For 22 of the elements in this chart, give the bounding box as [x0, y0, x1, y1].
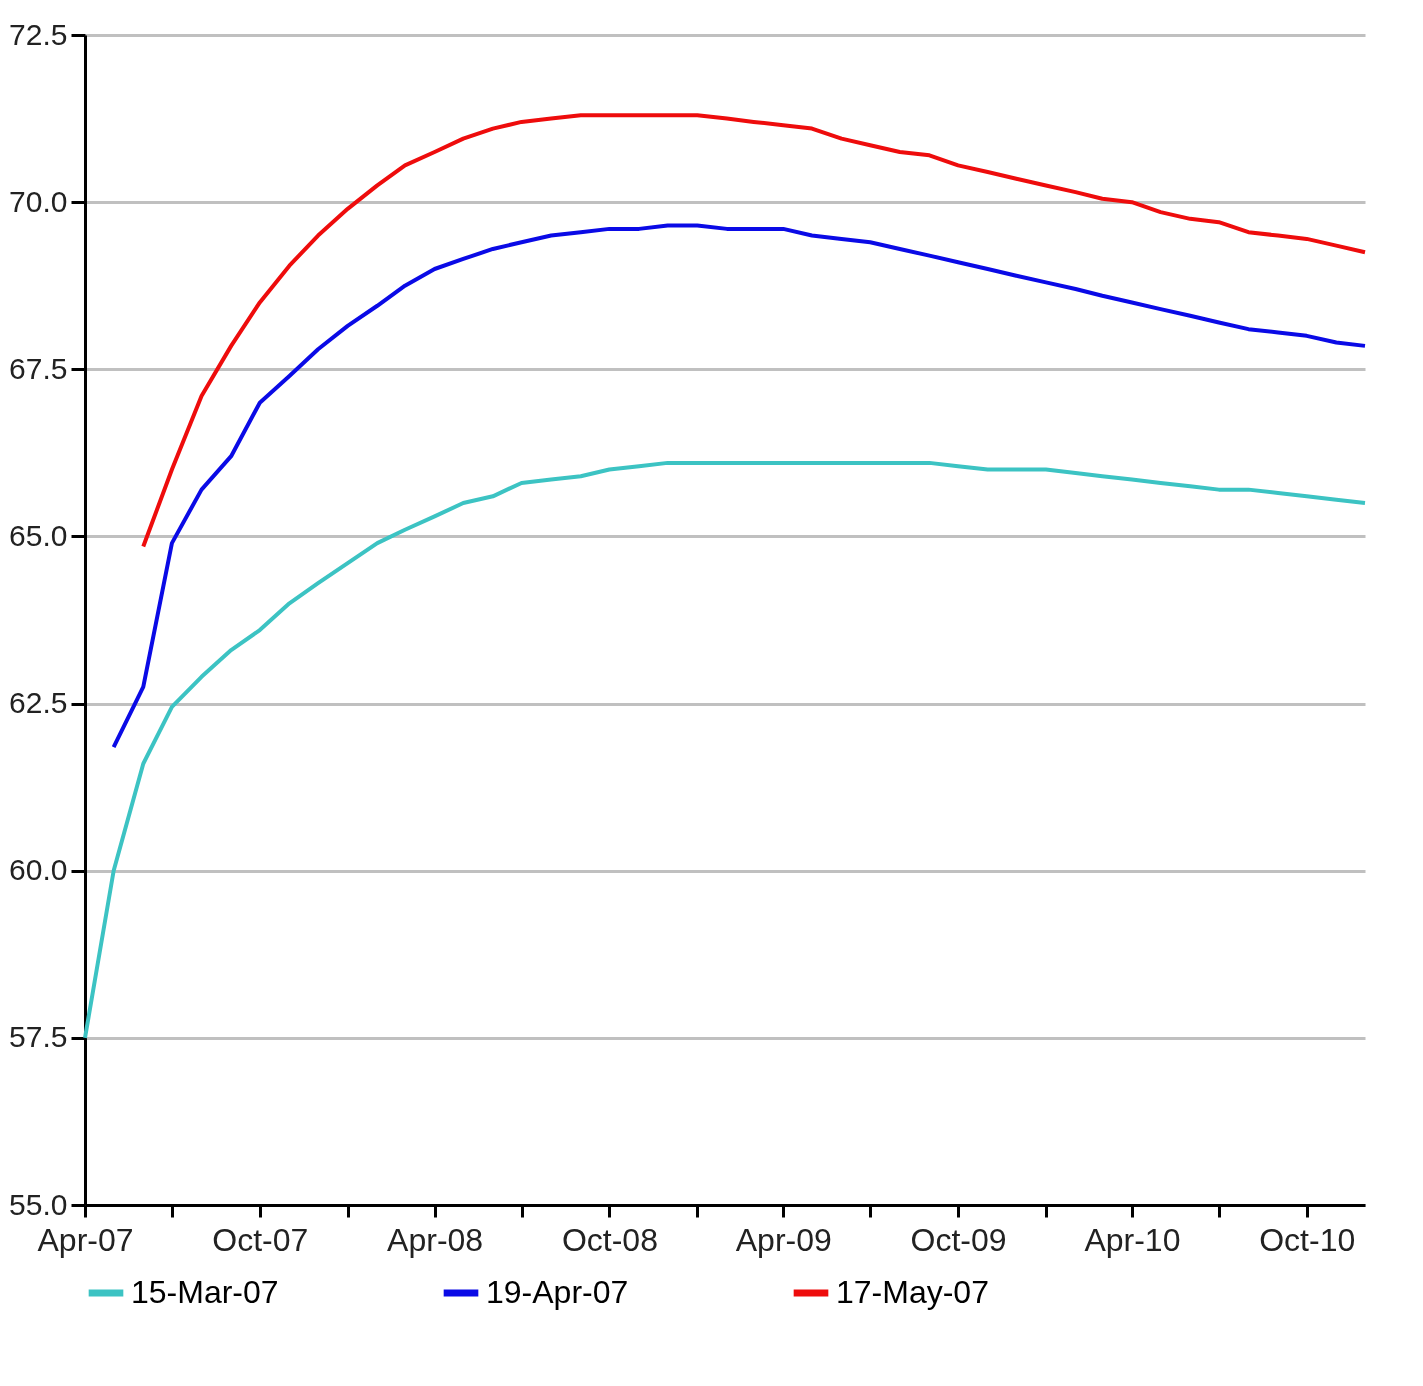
x-tick-label: Oct-07	[212, 1221, 309, 1258]
line-series	[83, 460, 1367, 1040]
x-tick-label: Oct-10	[1259, 1221, 1356, 1258]
x-tick-label: Oct-08	[561, 1221, 658, 1258]
y-tick-label: 55.0	[9, 1187, 68, 1221]
x-tick-label: Apr-07	[37, 1221, 134, 1258]
x-tick-label: Apr-10	[1084, 1221, 1181, 1258]
line-series	[141, 113, 1367, 549]
x-tick-label: Oct-09	[910, 1221, 1007, 1258]
y-tick-label: 60.0	[9, 853, 68, 887]
y-tick-label: 57.5	[9, 1020, 68, 1054]
legend-label: 19-Apr-07	[486, 1274, 629, 1310]
legend-label: 15-Mar-07	[131, 1274, 279, 1310]
y-tick-label: 70.0	[9, 184, 68, 218]
line-series	[111, 223, 1367, 750]
legend-label: 17-May-07	[836, 1274, 989, 1310]
y-tick-label: 65.0	[9, 518, 68, 552]
x-tick-label: Apr-08	[387, 1221, 484, 1258]
y-tick-label: 72.5	[9, 17, 68, 51]
y-tick-label: 62.5	[9, 686, 68, 720]
y-tick-label: 67.5	[9, 351, 68, 385]
x-tick-label: Apr-09	[735, 1221, 832, 1258]
